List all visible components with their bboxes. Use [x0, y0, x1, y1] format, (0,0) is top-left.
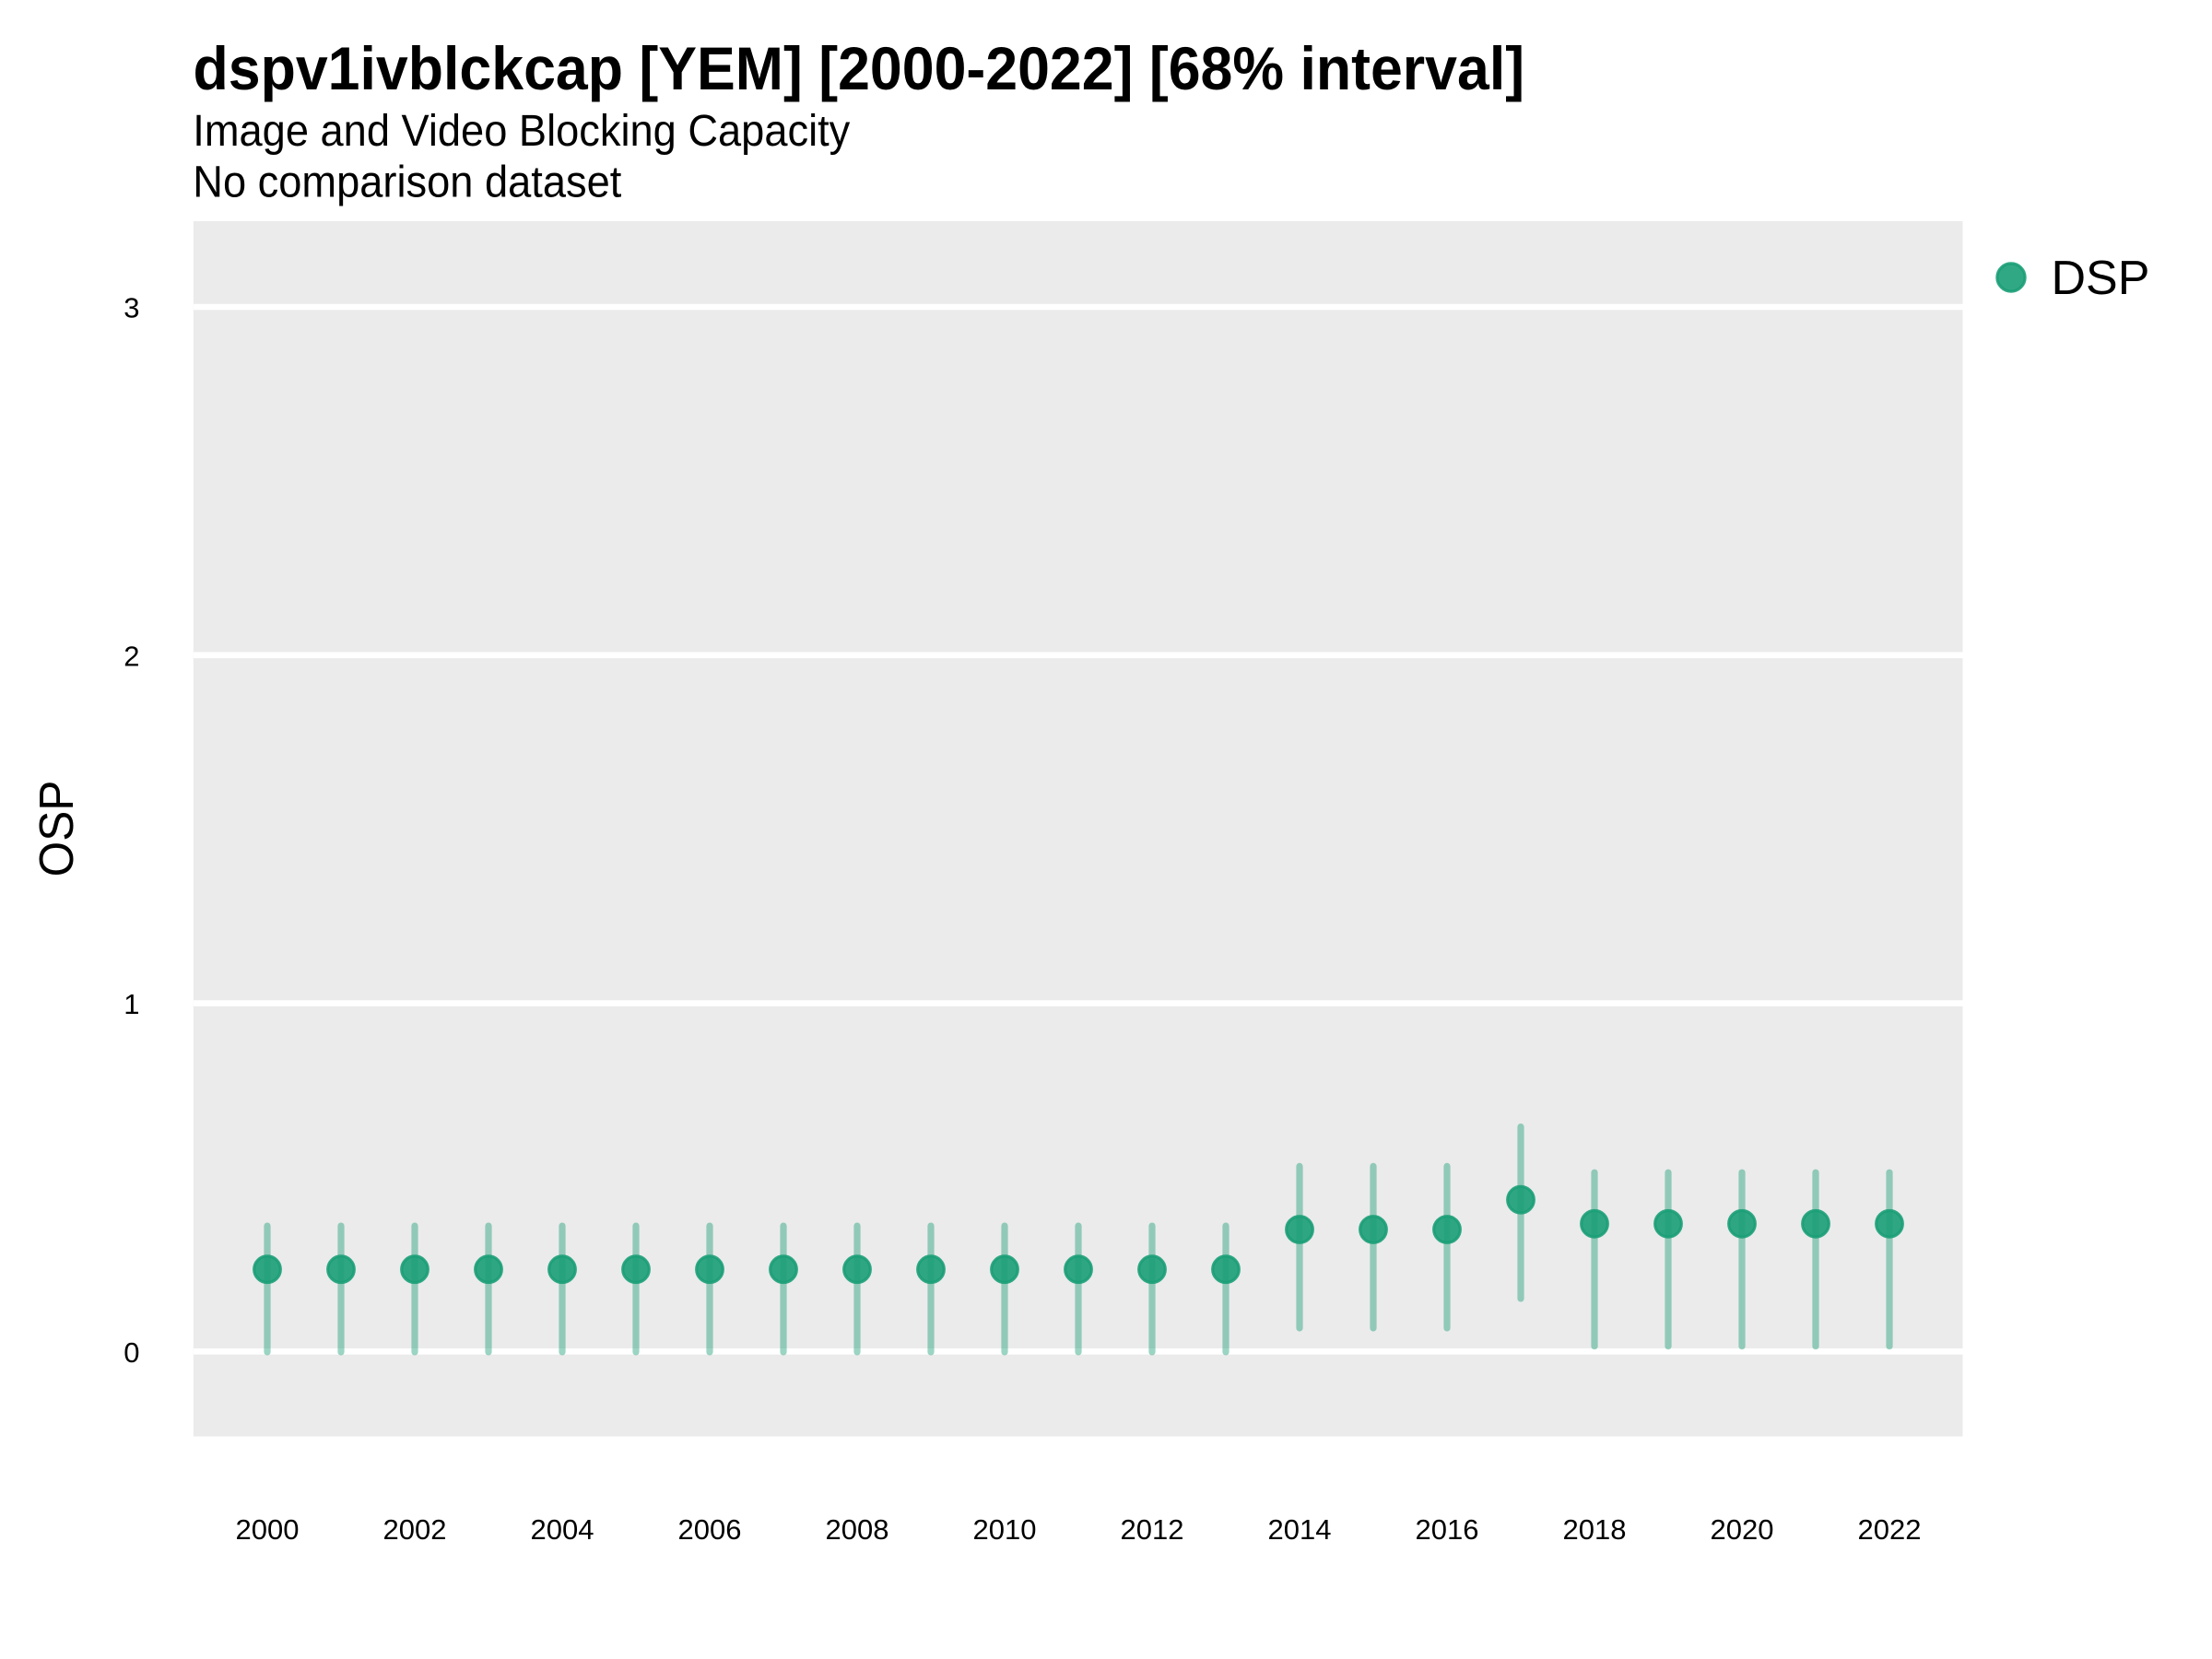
svg-text:2006: 2006: [678, 1513, 742, 1546]
svg-text:2010: 2010: [973, 1513, 1037, 1546]
svg-text:No comparison dataset: No comparison dataset: [193, 157, 621, 206]
svg-text:2000: 2000: [236, 1513, 300, 1546]
svg-text:2020: 2020: [1711, 1513, 1774, 1546]
svg-text:2022: 2022: [1858, 1513, 1922, 1546]
svg-text:Image and Video Blocking Capac: Image and Video Blocking Capacity: [193, 106, 851, 156]
svg-text:dspv1ivblckcap [YEM] [2000-202: dspv1ivblckcap [YEM] [2000-2022] [68% in…: [194, 35, 1525, 102]
svg-text:2016: 2016: [1416, 1513, 1479, 1546]
svg-text:2018: 2018: [1563, 1513, 1627, 1546]
svg-text:2012: 2012: [1121, 1513, 1184, 1546]
svg-text:OSP: OSP: [29, 781, 83, 877]
svg-text:2: 2: [124, 641, 139, 673]
svg-text:2014: 2014: [1268, 1513, 1332, 1546]
svg-text:0: 0: [124, 1336, 139, 1369]
svg-text:1: 1: [124, 988, 139, 1020]
svg-text:2008: 2008: [826, 1513, 889, 1546]
svg-text:DSP: DSP: [2052, 252, 2150, 305]
svg-text:2002: 2002: [383, 1513, 447, 1546]
svg-text:2004: 2004: [531, 1513, 594, 1546]
svg-text:3: 3: [124, 292, 139, 324]
